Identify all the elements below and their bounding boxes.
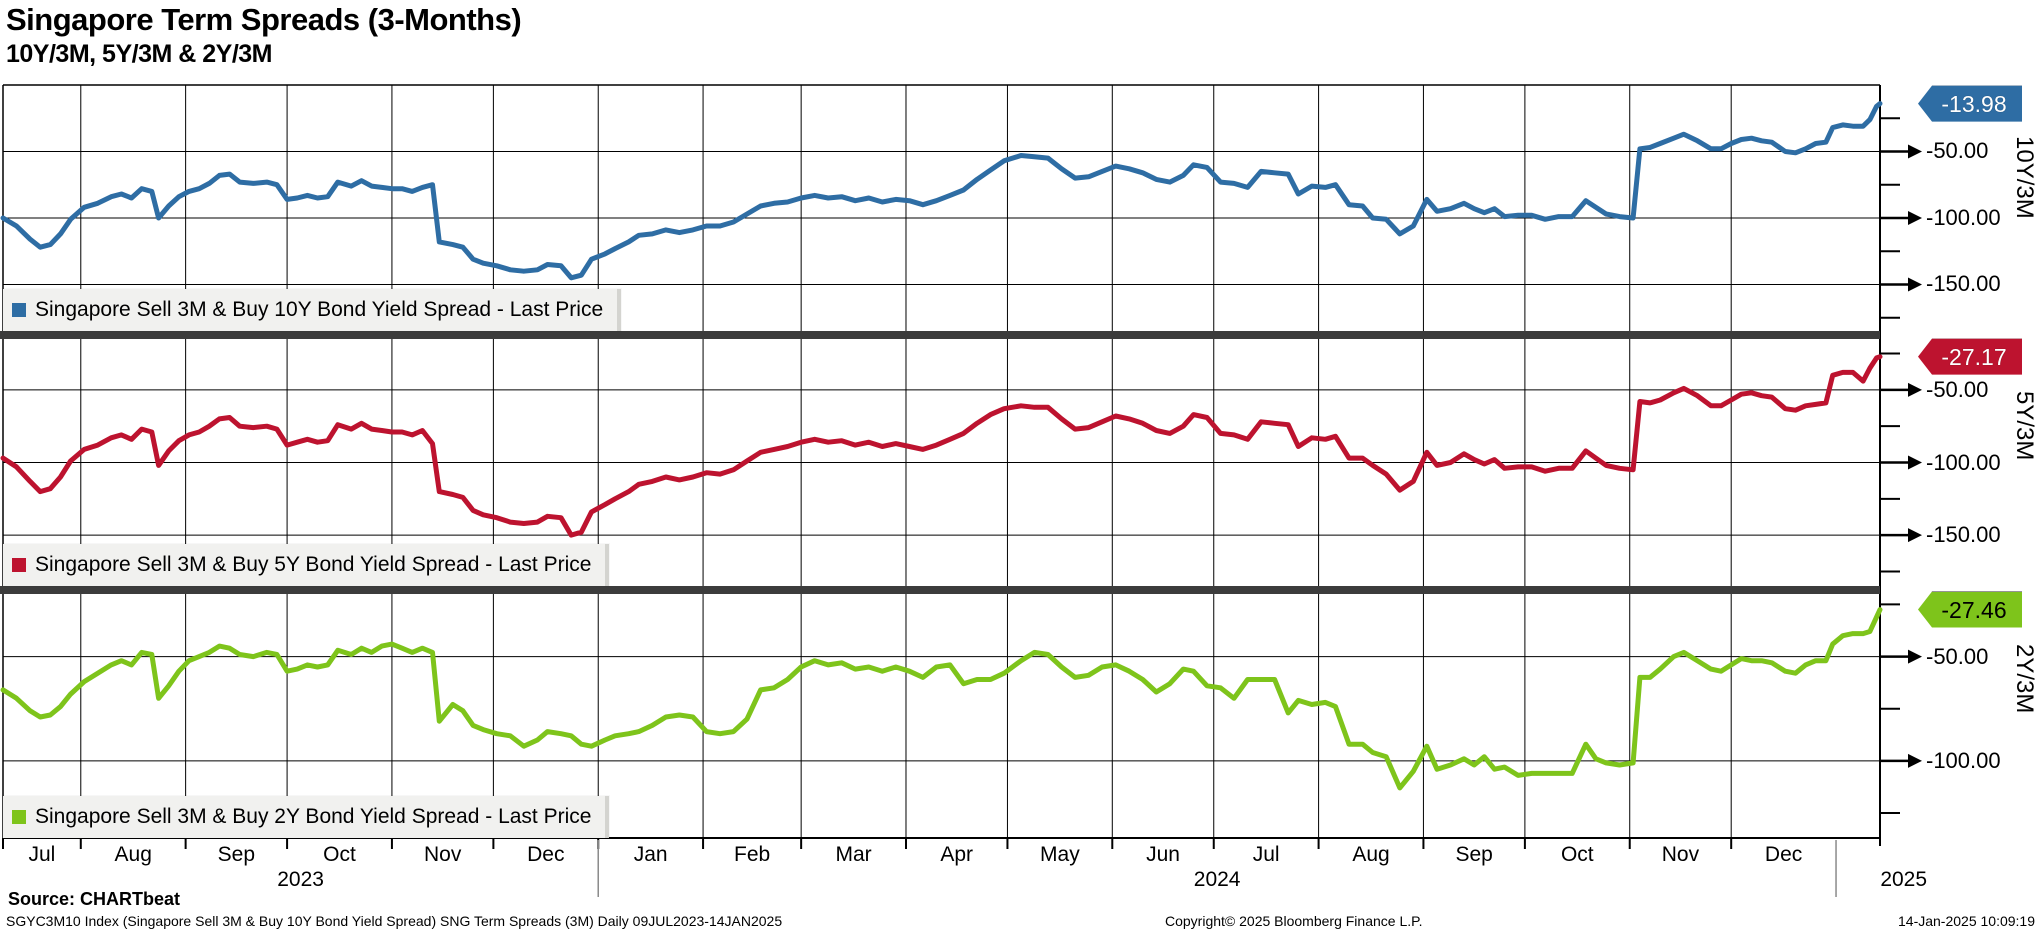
x-month-label: Dec [527,843,565,866]
y-axis-label: -150.00 [1926,522,2001,548]
legend-label-2y3m: Singapore Sell 3M & Buy 2Y Bond Yield Sp… [35,805,592,828]
chart-title: Singapore Term Spreads (3-Months) [6,2,522,37]
x-month-label: Jul [28,843,56,866]
legend-5y3m[interactable]: Singapore Sell 3M & Buy 5Y Bond Yield Sp… [3,544,610,586]
y-tick-arrow [1908,277,1922,292]
x-month-label: Oct [1560,843,1594,866]
y-axis-label: -50.00 [1926,138,1989,164]
x-month-label: Jun [1146,843,1180,866]
x-year-label: 2024 [1193,868,1241,891]
y-axis-label: -50.00 [1926,643,1989,669]
legend-2y3m[interactable]: Singapore Sell 3M & Buy 2Y Bond Yield Sp… [3,796,610,838]
x-month-label: Jul [1252,843,1280,866]
y-tick-arrow [1908,649,1922,664]
legend-10y3m[interactable]: Singapore Sell 3M & Buy 10Y Bond Yield S… [3,289,622,331]
x-month-label: Dec [1764,843,1803,866]
x-month-label: Nov [423,843,462,866]
y-axis-label: -100.00 [1926,449,2001,475]
x-month-label: Feb [734,843,771,866]
y-axis-label: -50.00 [1926,376,1989,402]
y-tick-arrow [1908,210,1922,225]
legend-swatch-5y3m [12,558,26,572]
last-price-badge-10y3m: -13.98 [1918,85,2022,122]
y-tick-arrow [1908,528,1922,543]
x-month-label: May [1040,843,1080,866]
x-year-label: 2023 [277,868,324,891]
pane-label-10y3m: 10Y/3M [2011,136,2038,219]
last-price-badge-2y3m: -27.46 [1918,591,2022,628]
x-month-label: Sep [1455,843,1493,866]
x-month-label: Mar [835,843,872,866]
x-month-label: Aug [1352,843,1390,866]
x-year-label: 2025 [1880,868,1928,891]
panel-divider [0,586,1880,594]
footer-security-detail: SGYC3M10 Index (Singapore Sell 3M & Buy … [6,913,783,929]
legend-swatch-10y3m [12,303,26,317]
x-month-label: Jan [633,843,668,866]
y-tick-arrow [1908,144,1922,159]
y-axis-label: -100.00 [1926,204,2001,230]
legend-label-5y3m: Singapore Sell 3M & Buy 5Y Bond Yield Sp… [35,553,592,576]
series-line-2y3m[interactable] [0,607,1883,791]
footer-timestamp: 14-Jan-2025 10:09:19 [1898,913,2035,929]
x-month-label: Sep [217,843,256,866]
legend-swatch-2y3m [12,810,26,824]
footer-copyright: Copyright© 2025 Bloomberg Finance L.P. [1165,913,1423,929]
footer-source: Source: CHARTbeat [8,889,181,909]
y-tick-arrow [1908,455,1922,470]
legend-label-10y3m: Singapore Sell 3M & Buy 10Y Bond Yield S… [35,298,604,321]
series-line-10y3m[interactable] [0,101,1883,281]
chart-subtitle: 10Y/3M, 5Y/3M & 2Y/3M [6,40,273,68]
y-axis-label: -150.00 [1926,271,2001,297]
x-month-label: Aug [114,843,152,866]
y-tick-arrow [1908,753,1922,768]
panel-divider [0,331,1880,339]
pane-label-5y3m: 5Y/3M [2011,390,2038,460]
x-month-label: Nov [1661,843,1700,866]
y-tick-arrow [1908,382,1922,397]
x-month-label: Oct [323,843,356,866]
last-price-badge-5y3m: -27.17 [1918,338,2022,375]
pane-label-2y3m: 2Y/3M [2011,644,2038,714]
series-line-5y3m[interactable] [0,354,1883,538]
y-axis-label: -100.00 [1926,747,2001,773]
x-month-label: Apr [940,843,974,866]
